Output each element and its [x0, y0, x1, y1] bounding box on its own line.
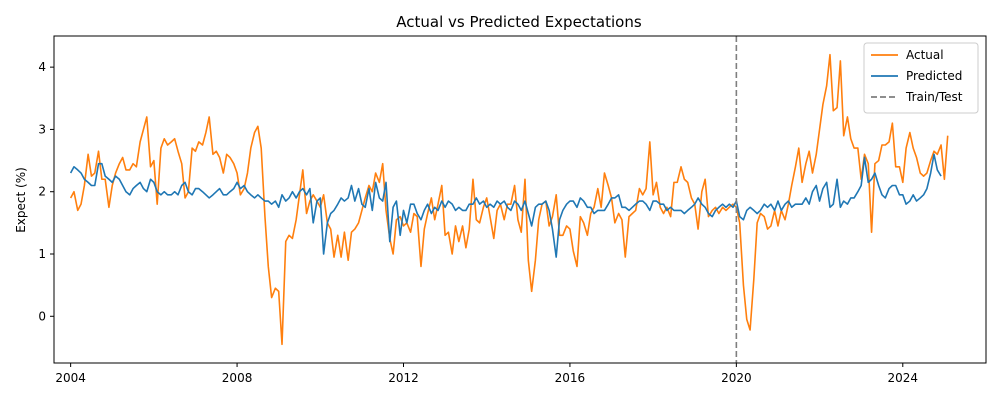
legend: Actual Predicted Train/Test [863, 42, 979, 114]
legend-box [863, 42, 979, 114]
x-tick-label: 2020 [721, 371, 752, 385]
y-axis: 0 1 2 3 4 [38, 60, 54, 323]
x-tick-label: 2016 [555, 371, 586, 385]
y-axis-label: Expect (%) [14, 167, 28, 233]
x-tick-label: 2004 [55, 371, 86, 385]
series-layer [69, 53, 949, 346]
legend-label-train-test: Train/Test [905, 90, 963, 104]
x-tick-label: 2024 [888, 371, 919, 385]
y-tick-label: 1 [38, 247, 46, 261]
legend-label-actual: Actual [906, 48, 944, 62]
series-line-predicted [69, 153, 942, 258]
x-tick-label: 2012 [388, 371, 419, 385]
series-line-actual [69, 53, 949, 346]
y-tick-label: 4 [38, 60, 46, 74]
y-tick-label: 2 [38, 185, 46, 199]
chart-title: Actual vs Predicted Expectations [396, 13, 642, 31]
y-tick-label: 3 [38, 122, 46, 136]
plot-area-frame [53, 35, 987, 364]
x-tick-label: 2008 [222, 371, 253, 385]
x-axis: 2004 2008 2012 2016 2020 2024 [55, 363, 918, 385]
legend-label-predicted: Predicted [906, 69, 962, 83]
y-tick-label: 0 [38, 309, 46, 323]
